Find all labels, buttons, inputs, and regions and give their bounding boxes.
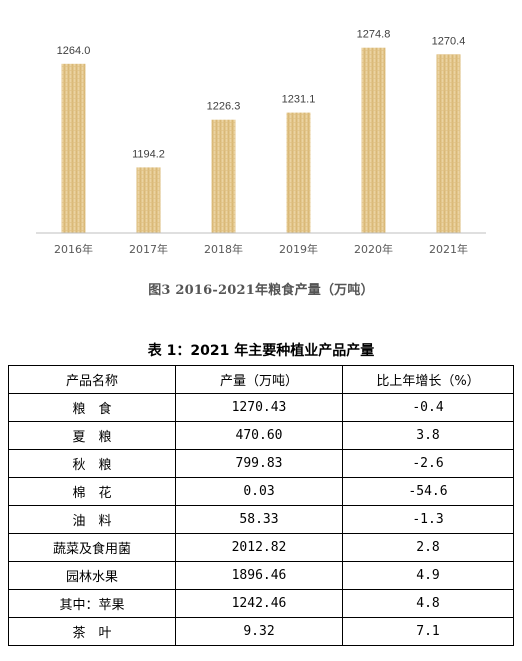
cell-growth: 2.8 [342, 533, 514, 562]
data-label: 1274.8 [357, 29, 391, 41]
cell-product: 油 料 [8, 505, 176, 534]
table-row: 棉 花 0.03 -54.6 [8, 477, 514, 506]
cell-product: 秋 粮 [8, 449, 176, 478]
header-product-name: 产品名称 [8, 365, 176, 394]
cell-growth: -2.6 [342, 449, 514, 478]
cell-output: 1270.43 [175, 393, 343, 422]
x-tick-label: 2021年 [429, 242, 468, 256]
data-label: 1226.3 [207, 101, 241, 113]
bar-2019年 [286, 112, 311, 233]
data-label: 1231.1 [282, 94, 316, 106]
cell-output: 9.32 [175, 617, 343, 646]
x-tick-label: 2019年 [279, 242, 318, 256]
cell-growth: -1.3 [342, 505, 514, 534]
cell-output: 1896.46 [175, 561, 343, 590]
cell-product: 茶 叶 [8, 617, 176, 646]
table-row: 夏 粮 470.60 3.8 [8, 421, 514, 450]
x-tick-label: 2018年 [204, 242, 243, 256]
cell-growth: -54.6 [342, 477, 514, 506]
crop-production-table: 产品名称 产量（万吨） 比上年增长（%） 粮 食 1270.43 -0.4 夏 … [8, 365, 514, 646]
table-row: 茶 叶 9.32 7.1 [8, 617, 514, 646]
bar-2018年 [211, 119, 236, 233]
cell-product: 棉 花 [8, 477, 176, 506]
data-label: 1264.0 [57, 45, 91, 57]
cell-growth: 4.8 [342, 589, 514, 618]
table-row: 园林水果 1896.46 4.9 [8, 561, 514, 590]
table-row: 蔬菜及食用菌 2012.82 2.8 [8, 533, 514, 562]
table-title: 表 1：2021 年主要种植业产品产量 [147, 343, 375, 359]
cell-output: 470.60 [175, 421, 343, 450]
cell-output: 1242.46 [175, 589, 343, 618]
cell-product: 夏 粮 [8, 421, 176, 450]
data-label: 1194.2 [132, 148, 165, 160]
header-output: 产量（万吨） [175, 365, 343, 394]
table-row: 油 料 58.33 -1.3 [8, 505, 514, 534]
cell-product: 蔬菜及食用菌 [8, 533, 176, 562]
grain-output-bar-chart: 1264.0 1194.2 1226.3 1231.1 1274.8 1270.4 201… [36, 29, 486, 256]
cell-growth: 7.1 [342, 617, 514, 646]
cell-product: 其中：苹果 [8, 589, 176, 618]
table-row: 其中：苹果 1242.46 4.8 [8, 589, 514, 618]
table-row: 秋 粮 799.83 -2.6 [8, 449, 514, 478]
cell-output: 58.33 [175, 505, 343, 534]
table-header-row: 产品名称 产量（万吨） 比上年增长（%） [8, 365, 514, 394]
cell-output: 799.83 [175, 449, 343, 478]
cell-growth: 3.8 [342, 421, 514, 450]
cell-output: 2012.82 [175, 533, 343, 562]
table-row: 粮 食 1270.43 -0.4 [8, 393, 514, 422]
cell-growth: -0.4 [342, 393, 514, 422]
data-label: 1270.4 [432, 35, 466, 47]
cell-product: 粮 食 [8, 393, 176, 422]
header-growth: 比上年增长（%） [342, 365, 514, 394]
cell-product: 园林水果 [8, 561, 176, 590]
x-tick-label: 2020年 [354, 242, 393, 256]
bar-2017年 [136, 167, 161, 233]
x-tick-label: 2017年 [129, 242, 168, 256]
bar-2016年 [61, 63, 86, 233]
bar-2020年 [361, 47, 386, 234]
x-tick-label: 2016年 [54, 242, 93, 256]
bar-2021年 [436, 54, 461, 233]
cell-growth: 4.9 [342, 561, 514, 590]
cell-output: 0.03 [175, 477, 343, 506]
figure-caption: 图3 2016-2021年粮食产量（万吨） [148, 283, 374, 298]
